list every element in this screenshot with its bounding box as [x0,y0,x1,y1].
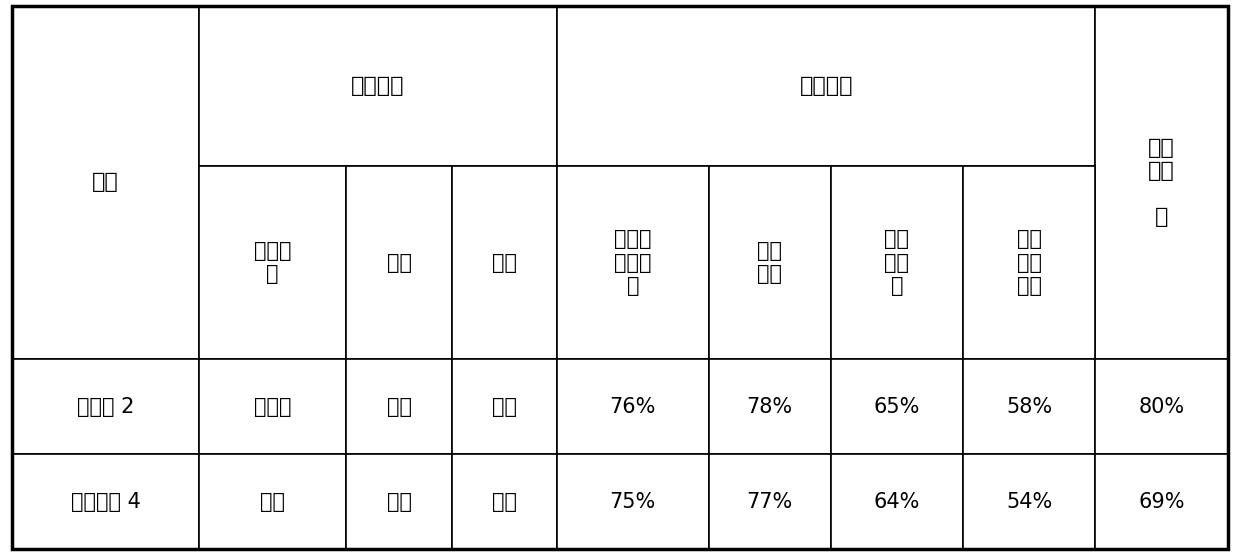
Text: 稳定: 稳定 [387,397,412,417]
Bar [831,454,963,549]
Text: 65%: 65% [874,397,920,417]
Text: 75%: 75% [610,492,656,512]
Bar [1095,6,1228,359]
Bar [708,166,831,359]
Text: 样品: 样品 [92,172,119,193]
Bar [708,359,831,454]
Bar [557,6,1095,166]
Text: 金黄色
葡萄球
菌: 金黄色 葡萄球 菌 [614,229,651,296]
Text: 理化指标: 理化指标 [351,76,404,96]
Text: 除甲
醛性

能: 除甲 醛性 能 [1148,138,1174,227]
Text: 杀菌性能: 杀菌性能 [800,76,853,96]
Text: 耐热: 耐热 [387,253,412,273]
Bar [1095,454,1228,549]
Bar [198,454,346,549]
Bar [198,166,346,359]
Bar [346,454,451,549]
Text: 76%: 76% [610,397,656,417]
Text: 78%: 78% [746,397,792,417]
Text: 白色
念珠
菌: 白色 念珠 菌 [884,229,909,296]
Text: 69%: 69% [1138,492,1184,512]
Bar [708,454,831,549]
Bar [831,359,963,454]
Bar [963,359,1095,454]
Bar [346,166,451,359]
Text: 58%: 58% [1006,397,1053,417]
Bar [451,359,557,454]
Text: 异常: 异常 [260,492,285,512]
Bar [1095,359,1228,454]
Bar [557,359,708,454]
Text: 77%: 77% [746,492,792,512]
Bar [451,166,557,359]
Text: 80%: 80% [1138,397,1184,417]
Bar [451,454,557,549]
Bar [557,166,708,359]
Text: 感官测
试: 感官测 试 [254,241,291,284]
Text: 空气
现场
消毒: 空气 现场 消毒 [1017,229,1042,296]
Bar [198,6,557,166]
Bar [963,166,1095,359]
Bar [12,6,198,359]
Text: 无异常: 无异常 [254,397,291,417]
Bar [12,359,198,454]
Text: 大肠
杆菌: 大肠 杆菌 [758,241,782,284]
Text: 对比试验 4: 对比试验 4 [71,492,140,512]
Bar [12,454,198,549]
Text: 耐寒: 耐寒 [492,253,517,273]
Bar [198,359,346,454]
Bar [346,359,451,454]
Text: 稳定: 稳定 [492,397,517,417]
Bar [557,454,708,549]
Text: 稳定: 稳定 [492,492,517,512]
Text: 分层: 分层 [387,492,412,512]
Bar [963,454,1095,549]
Text: 实施例 2: 实施例 2 [77,397,134,417]
Text: 54%: 54% [1006,492,1053,512]
Bar [831,166,963,359]
Text: 64%: 64% [874,492,920,512]
